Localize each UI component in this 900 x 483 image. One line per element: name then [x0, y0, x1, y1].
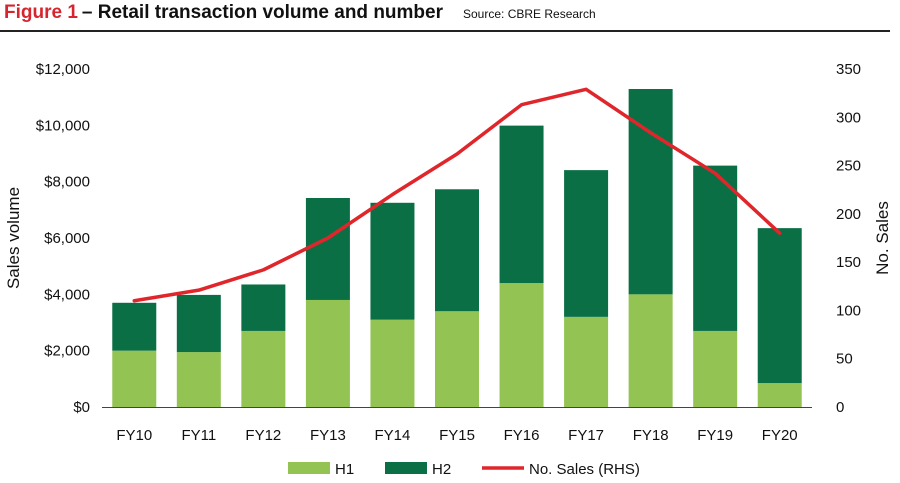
y2-tick-label: 200: [836, 206, 861, 223]
bar-h1: [370, 319, 415, 407]
bar-h1: [693, 330, 738, 407]
legend-label: H1: [335, 461, 354, 478]
x-tick-label: FY15: [439, 427, 475, 444]
bar-h2: [241, 284, 286, 331]
y2-tick-label: 0: [836, 399, 844, 416]
y-tick-label: $4,000: [44, 286, 90, 303]
y-tick-label: $8,000: [44, 174, 90, 191]
x-tick-label: FY16: [504, 427, 540, 444]
bar-h2: [564, 170, 609, 317]
y-axis-title: Sales volume: [4, 187, 23, 289]
y-tick-label: $12,000: [36, 61, 90, 78]
x-tick-label: FY12: [245, 427, 281, 444]
y2-axis-title: No. Sales: [873, 201, 892, 275]
chart-title: – Retail transaction volume and number: [81, 2, 443, 23]
x-tick-label: FY13: [310, 427, 346, 444]
bar-h2: [370, 202, 415, 320]
figure-label: Figure 1: [4, 2, 78, 23]
y2-tick-label: 100: [836, 302, 861, 319]
y2-tick-label: 250: [836, 158, 861, 175]
x-tick-label: FY11: [181, 427, 216, 444]
bar-h2: [176, 294, 221, 353]
bar-h1: [305, 299, 350, 407]
x-tick-label: FY17: [568, 427, 604, 444]
x-tick-label: FY18: [633, 427, 669, 444]
legend-label: No. Sales (RHS): [529, 461, 640, 478]
figure-header: Figure 1 – Retail transaction volume and…: [4, 2, 890, 28]
bar-h2: [628, 88, 673, 295]
bar-h2: [305, 198, 350, 300]
bar-h2: [693, 165, 738, 331]
x-tick-label: FY19: [697, 427, 733, 444]
source-note: Source: CBRE Research: [463, 7, 596, 21]
y2-tick-label: 300: [836, 109, 861, 126]
y2-tick-label: 150: [836, 254, 861, 271]
line-no-sales: [132, 87, 782, 303]
header-divider: [0, 30, 890, 32]
y-tick-label: $10,000: [36, 117, 90, 134]
y2-tick-label: 50: [836, 351, 853, 368]
bar-h2: [757, 228, 802, 384]
bar-h1: [564, 316, 609, 407]
bar-h1: [435, 311, 479, 407]
y-tick-label: $2,000: [44, 343, 90, 360]
x-tick-label: FY20: [762, 427, 798, 444]
y-tick-label: $0: [73, 399, 90, 416]
legend-label: H2: [432, 461, 451, 478]
bar-h1: [112, 350, 157, 407]
y-tick-label: $6,000: [44, 230, 90, 247]
legend-swatch-h1: [288, 462, 330, 474]
bar-h1: [499, 283, 544, 407]
bar-h1: [176, 352, 221, 407]
bar-h1: [241, 330, 286, 407]
bar-h2: [499, 125, 544, 284]
x-tick-label: FY10: [116, 427, 152, 444]
legend-swatch-h2: [385, 462, 427, 474]
bar-h2: [112, 302, 157, 351]
x-tick-label: FY14: [375, 427, 411, 444]
y2-tick-label: 350: [836, 61, 861, 78]
bar-h1: [757, 383, 802, 407]
bar-h1: [628, 294, 673, 407]
bar-h2: [435, 189, 479, 312]
